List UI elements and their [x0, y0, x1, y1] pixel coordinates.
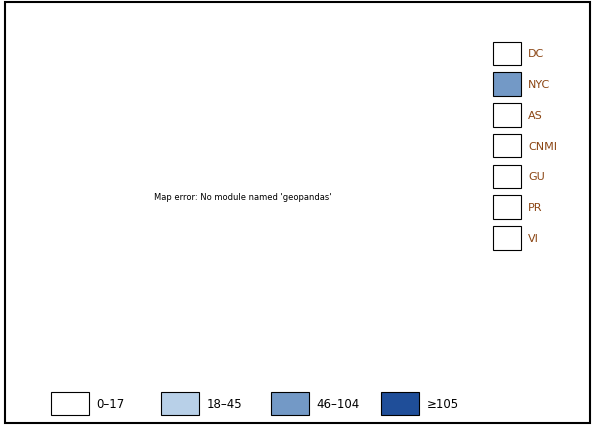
Text: Map error: No module named 'geopandas': Map error: No module named 'geopandas'	[154, 193, 331, 201]
Text: GU: GU	[528, 172, 545, 182]
Text: PR: PR	[528, 203, 543, 213]
Text: 0–17: 0–17	[96, 397, 124, 410]
Text: ≥105: ≥105	[427, 397, 459, 410]
Text: 46–104: 46–104	[317, 397, 360, 410]
Text: NYC: NYC	[528, 80, 550, 90]
Text: 18–45: 18–45	[206, 397, 242, 410]
Text: AS: AS	[528, 111, 543, 121]
Text: DC: DC	[528, 49, 544, 59]
Text: CNMI: CNMI	[528, 141, 558, 151]
Text: VI: VI	[528, 233, 539, 243]
